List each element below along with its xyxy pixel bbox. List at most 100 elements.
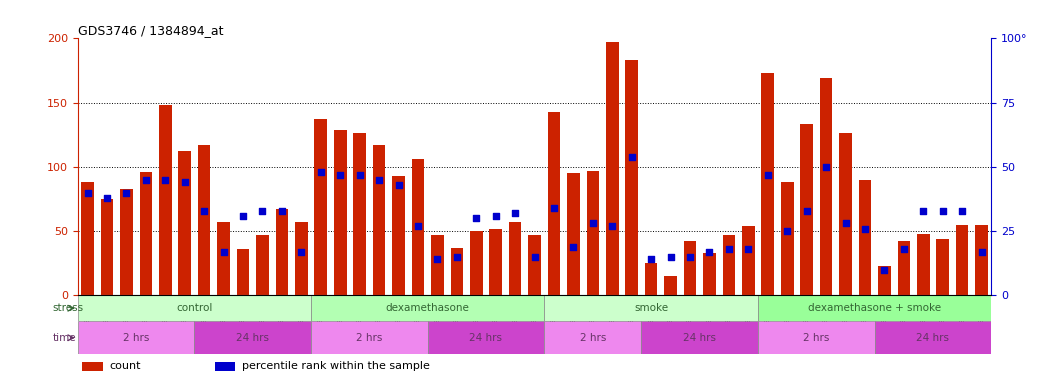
Point [643,256,659,262]
Bar [295,222,307,295]
Bar [758,295,991,321]
Bar [139,172,153,295]
Point [351,172,367,178]
Text: time: time [53,333,76,343]
Point [448,254,465,260]
Bar [311,321,428,354]
Bar [198,145,211,295]
Point [138,177,155,183]
Point [778,228,795,234]
Text: dexamethasone + smoke: dexamethasone + smoke [809,303,941,313]
Bar [392,176,405,295]
Bar [641,321,758,354]
Text: 2 hrs: 2 hrs [356,333,383,343]
Bar [875,321,991,354]
Bar [606,42,619,295]
Bar [276,209,289,295]
Point [99,195,115,201]
Point [914,207,931,214]
Bar [179,151,191,295]
Text: count: count [110,361,141,371]
Bar [820,78,832,295]
Text: control: control [176,303,213,313]
Point [662,254,679,260]
Bar [878,266,891,295]
Bar [956,225,968,295]
Bar [120,189,133,295]
Point [157,177,173,183]
Point [604,223,621,229]
Text: 24 hrs: 24 hrs [237,333,269,343]
Bar [917,234,930,295]
Bar [470,231,483,295]
Point [176,179,193,185]
Point [954,207,971,214]
Bar [194,321,311,354]
Bar [858,180,871,295]
Bar [101,199,113,295]
Bar [215,362,235,371]
Point [468,215,485,221]
Bar [742,226,755,295]
Point [546,205,563,211]
Text: 24 hrs: 24 hrs [917,333,950,343]
Bar [334,130,347,295]
Point [79,190,95,196]
Point [702,248,718,255]
Bar [528,235,541,295]
Bar [567,173,580,295]
Bar [800,124,813,295]
Point [390,182,407,188]
Bar [684,242,696,295]
Point [312,169,329,175]
Bar [412,159,425,295]
Bar [82,362,103,371]
Point [974,248,990,255]
Bar [898,242,910,295]
Point [740,246,757,252]
Point [682,254,699,260]
Point [507,210,523,216]
Point [624,154,640,160]
Point [118,190,135,196]
Point [429,256,445,262]
Bar [78,295,311,321]
Point [254,207,271,214]
Point [410,223,427,229]
Bar [626,60,638,295]
Bar [544,295,758,321]
Text: percentile rank within the sample: percentile rank within the sample [242,361,430,371]
Bar [81,182,93,295]
Point [565,243,581,250]
Point [838,220,854,227]
Bar [311,295,544,321]
Bar [78,321,194,354]
Bar [489,228,502,295]
Text: dexamethasone: dexamethasone [386,303,469,313]
Point [332,172,349,178]
Bar [544,321,641,354]
Bar [431,235,443,295]
Point [818,164,835,170]
Text: 2 hrs: 2 hrs [803,333,829,343]
Text: stress: stress [53,303,84,313]
Point [798,207,815,214]
Bar [217,222,230,295]
Point [526,254,543,260]
Bar [586,171,599,295]
Point [293,248,309,255]
Point [215,248,231,255]
Bar [450,248,463,295]
Point [196,207,213,214]
Bar [722,235,735,295]
Bar [373,145,385,295]
Text: smoke: smoke [634,303,668,313]
Bar [256,235,269,295]
Bar [548,112,561,295]
Point [934,207,951,214]
Point [274,207,291,214]
Bar [315,119,327,295]
Text: 2 hrs: 2 hrs [122,333,149,343]
Point [584,220,601,227]
Bar [353,134,366,295]
